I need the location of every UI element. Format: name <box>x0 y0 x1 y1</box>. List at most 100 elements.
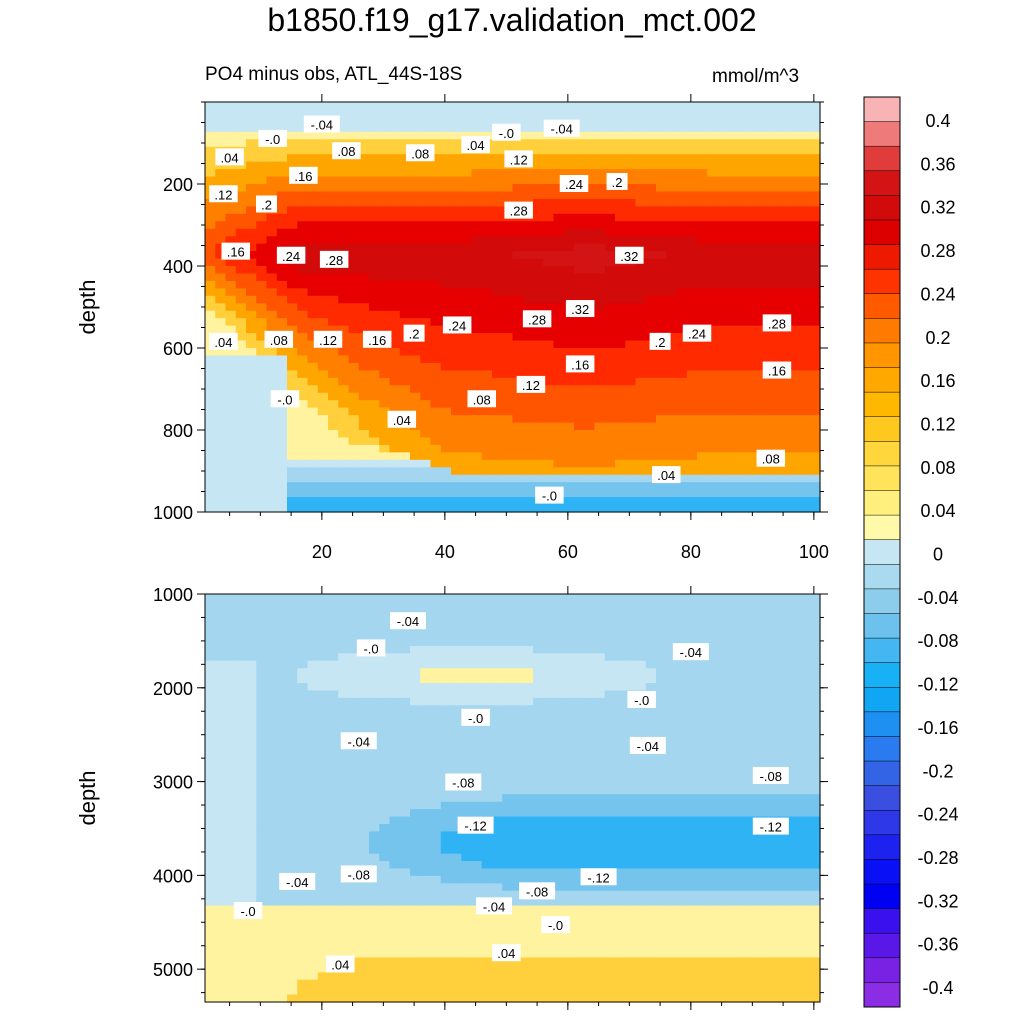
field-cell <box>809 497 821 506</box>
field-cell <box>471 801 483 810</box>
field-cell <box>574 415 585 424</box>
field-cell <box>707 333 719 342</box>
field-cell <box>697 310 708 319</box>
field-cell <box>615 444 626 453</box>
field-cell <box>461 407 473 416</box>
field-cell <box>656 273 667 282</box>
field-cell <box>379 801 391 810</box>
field-cell <box>789 280 801 289</box>
field-cell <box>697 303 708 312</box>
field-cell <box>471 228 483 237</box>
field-cell <box>379 794 391 803</box>
field-cell <box>748 489 760 498</box>
field-cell <box>410 400 421 409</box>
field-cell <box>799 370 811 379</box>
field-cell <box>317 742 329 751</box>
field-cell <box>287 430 298 439</box>
field-cell <box>225 809 237 818</box>
field-cell <box>256 415 268 424</box>
field-cell <box>235 601 247 610</box>
field-cell <box>410 779 421 788</box>
field-cell <box>348 288 360 297</box>
field-cell <box>686 385 698 394</box>
field-cell <box>379 861 391 870</box>
field-cell <box>235 712 247 721</box>
field-cell <box>697 146 708 155</box>
field-cell <box>533 154 544 163</box>
field-cell <box>307 987 319 996</box>
field-cell <box>440 950 452 959</box>
field-cell <box>522 116 534 125</box>
field-cell <box>205 109 216 118</box>
field-cell <box>717 154 729 163</box>
field-cell <box>205 957 216 966</box>
field-cell <box>430 459 442 468</box>
field-cell <box>686 362 698 371</box>
field-cell <box>707 497 719 506</box>
field-cell <box>666 318 678 327</box>
field-cell <box>625 198 637 207</box>
field-cell <box>205 303 216 312</box>
field-cell <box>297 905 309 914</box>
field-cell <box>348 794 360 803</box>
field-cell <box>399 950 411 959</box>
field-cell <box>410 957 421 966</box>
field-cell <box>533 325 544 334</box>
field-cell <box>317 459 329 468</box>
field-cell <box>235 198 247 207</box>
field-cell <box>246 146 257 155</box>
field-cell <box>789 348 801 357</box>
field-cell <box>276 288 288 297</box>
field-cell <box>779 437 790 446</box>
field-cell <box>410 794 421 803</box>
units-label: mmol/m^3 <box>712 66 800 87</box>
field-cell <box>481 280 493 289</box>
field-cell <box>656 131 667 140</box>
field-cell <box>266 318 278 327</box>
field-cell <box>410 964 421 973</box>
field-cell <box>625 444 637 453</box>
field-cell <box>430 243 442 252</box>
field-cell <box>779 243 790 252</box>
field-cell <box>799 124 811 133</box>
contour-label: .04 <box>209 332 238 350</box>
field-cell <box>358 228 370 237</box>
field-cell <box>379 139 391 148</box>
field-cell <box>225 757 237 766</box>
field-cell <box>461 236 473 245</box>
field-cell <box>533 251 544 260</box>
field-cell <box>594 385 606 394</box>
field-cell <box>809 273 821 282</box>
field-cell <box>225 273 237 282</box>
field-cell <box>451 616 462 625</box>
field-cell <box>738 228 749 237</box>
field-cell <box>225 950 237 959</box>
field-cell <box>645 139 657 148</box>
field-cell <box>748 333 760 342</box>
field-cell <box>399 452 411 461</box>
field-cell <box>697 184 708 193</box>
contour-label-text: .12 <box>214 187 232 202</box>
field-cell <box>276 853 288 862</box>
field-cell <box>656 348 667 357</box>
field-cell <box>358 749 370 758</box>
field-cell <box>358 883 370 892</box>
field-cell <box>358 370 370 379</box>
field-cell <box>635 348 647 357</box>
contour-label: .12 <box>209 185 238 203</box>
field-cell <box>707 288 719 297</box>
field-cell <box>461 295 473 304</box>
field-cell <box>307 653 319 662</box>
field-cell <box>727 310 739 319</box>
field-cell <box>205 348 216 357</box>
field-cell <box>205 474 216 483</box>
field-cell <box>215 385 227 394</box>
field-cell <box>389 362 401 371</box>
field-cell <box>246 638 257 647</box>
field-cell <box>768 139 780 148</box>
field-cell <box>358 437 370 446</box>
field-cell <box>328 683 339 692</box>
field-cell <box>235 779 247 788</box>
field-cell <box>205 355 216 364</box>
field-cell <box>676 504 688 513</box>
